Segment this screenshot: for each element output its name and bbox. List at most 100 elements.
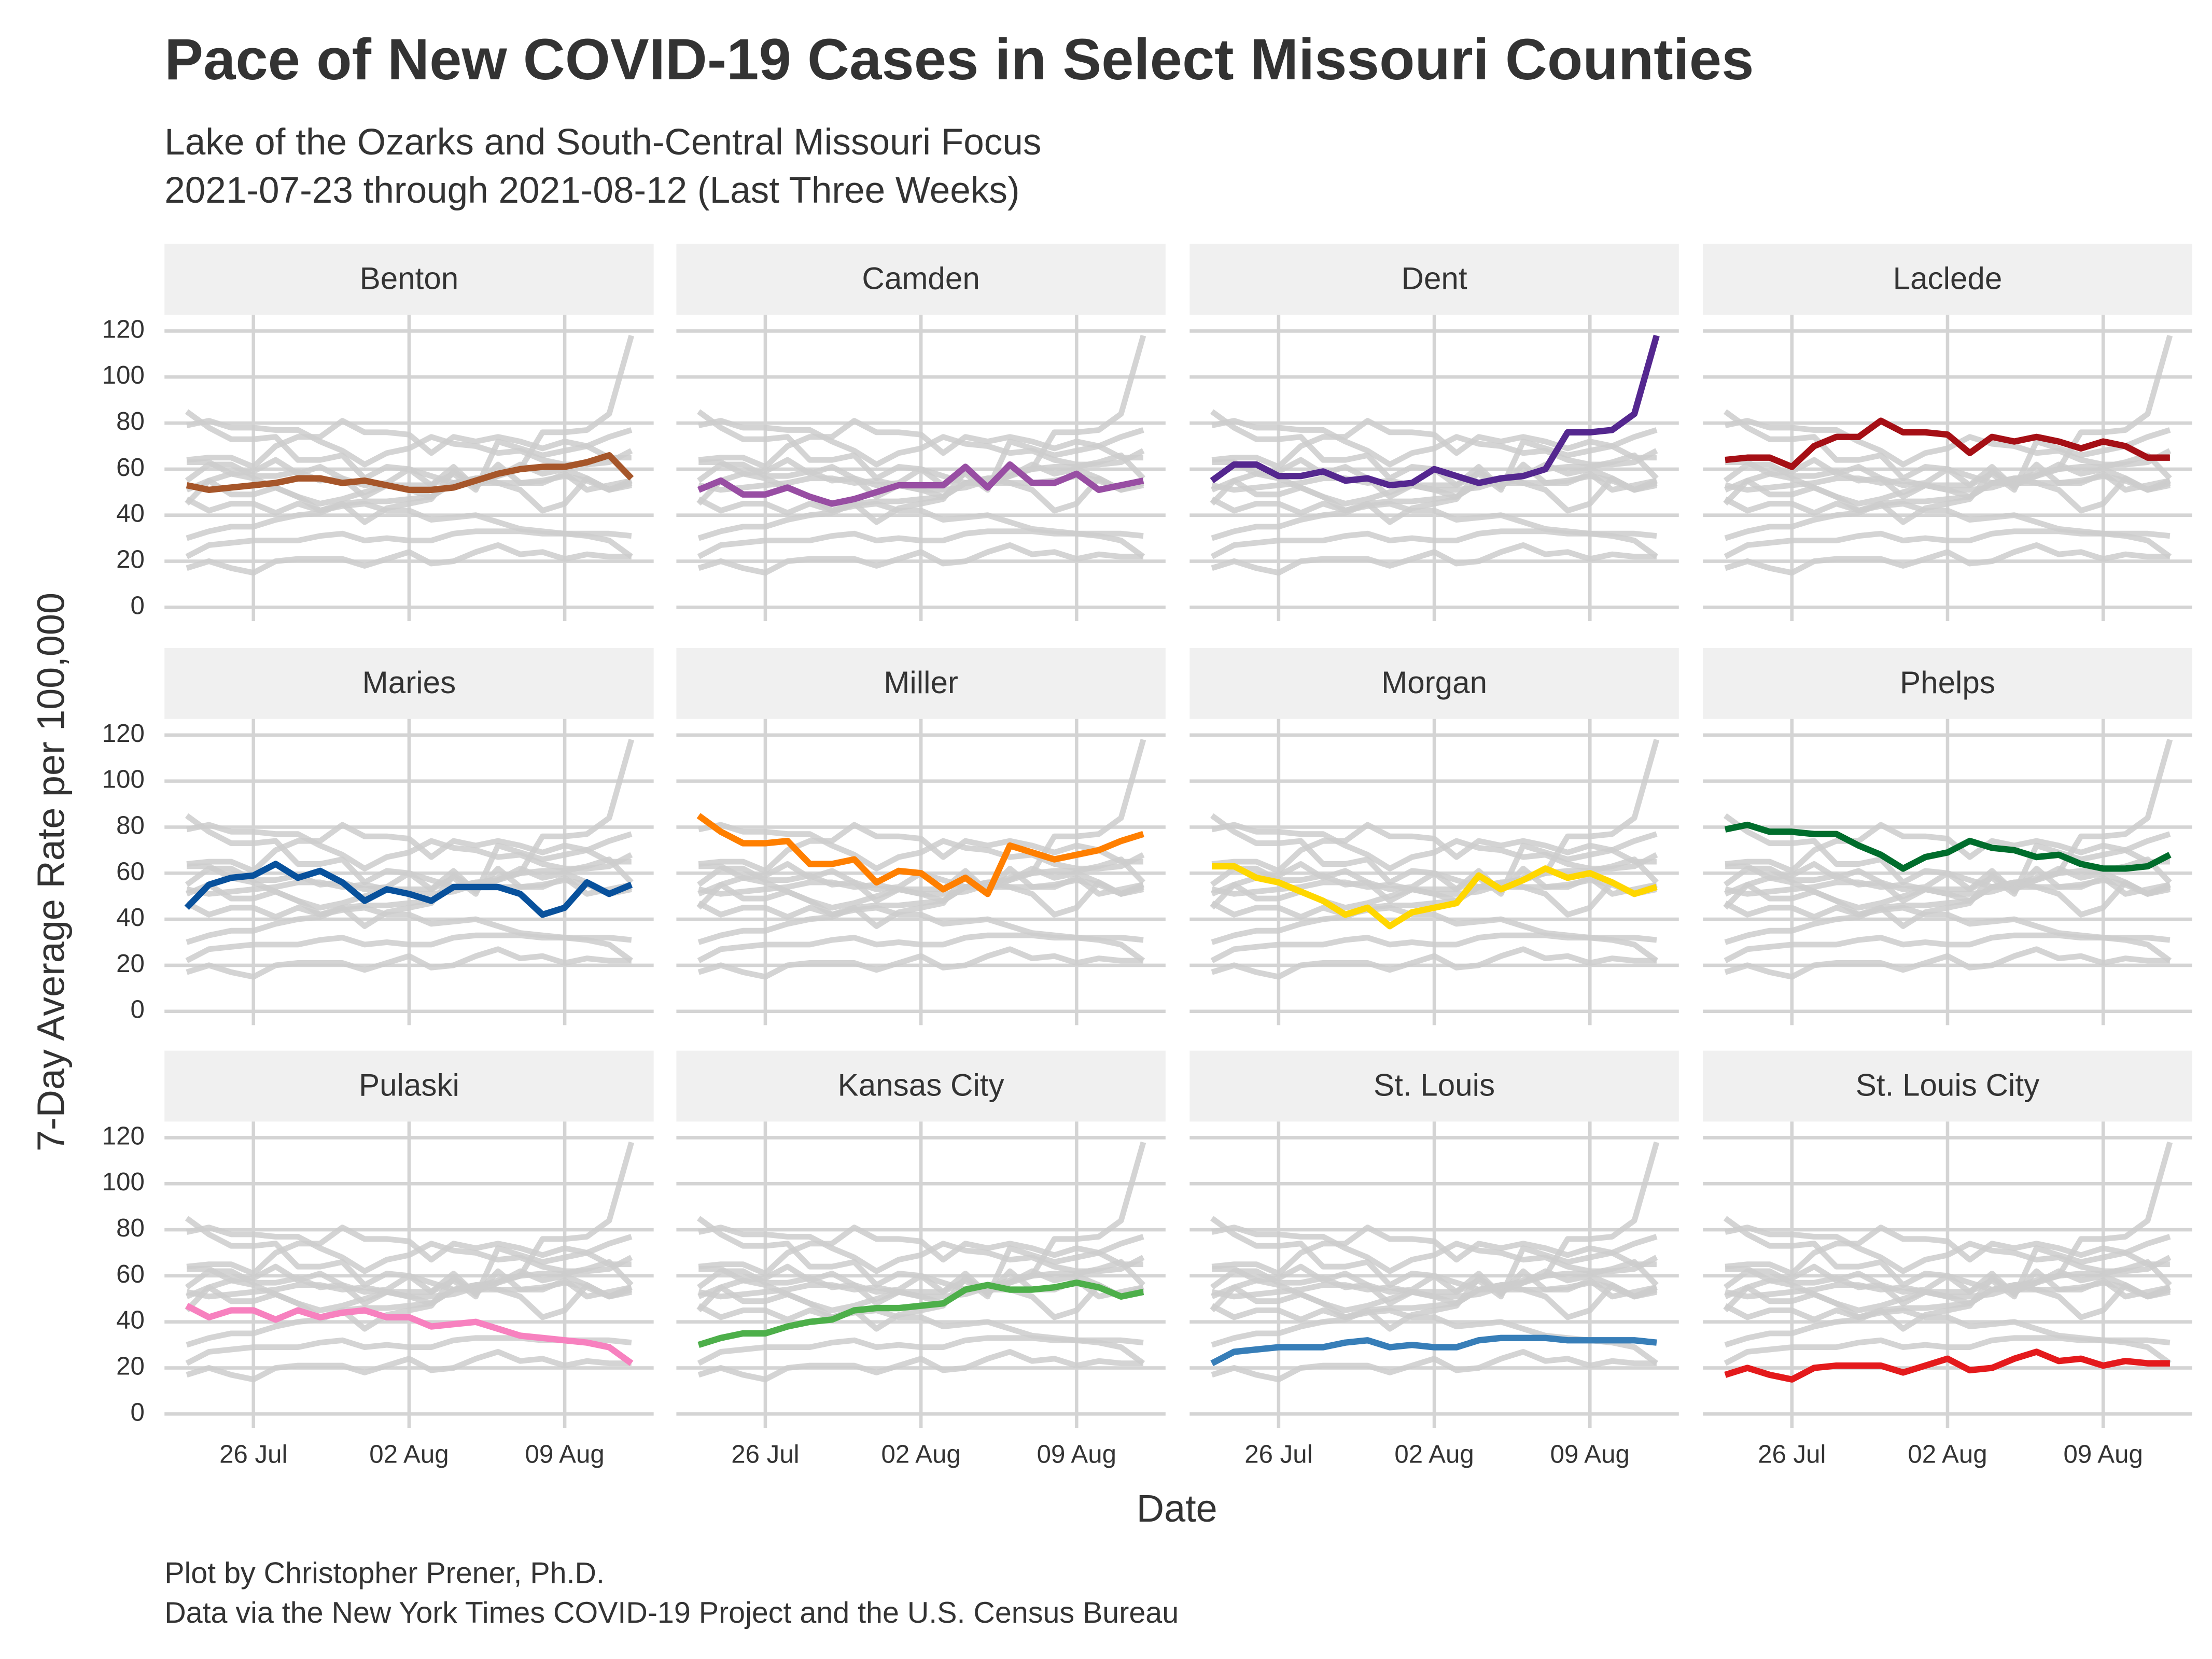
background-line bbox=[1725, 1225, 2172, 1274]
background-line bbox=[185, 1216, 633, 1300]
line bbox=[1210, 334, 1660, 489]
strip-label: Dent bbox=[1402, 261, 1467, 296]
line bbox=[1724, 1348, 2170, 1383]
background-line bbox=[697, 1348, 1143, 1383]
strip-label: Morgan bbox=[1381, 665, 1487, 700]
chart-subtitle: Lake of the Ozarks and South-Central Mis… bbox=[164, 122, 1041, 163]
background-line bbox=[186, 1225, 632, 1276]
background-line bbox=[698, 822, 1145, 871]
y-tick-label: 100 bbox=[102, 361, 145, 389]
y-tick-label: 60 bbox=[116, 857, 145, 885]
line bbox=[697, 1280, 1144, 1348]
background-line bbox=[186, 822, 632, 874]
background-line bbox=[1724, 946, 2170, 980]
background-line bbox=[696, 457, 1145, 514]
background-line bbox=[1725, 459, 2171, 525]
background-line bbox=[185, 409, 633, 493]
y-tick-label: 0 bbox=[131, 591, 145, 620]
background-line bbox=[698, 822, 1143, 874]
background-line bbox=[186, 473, 632, 541]
background-line bbox=[1723, 457, 2171, 514]
y-axis-title: 7-Day Average Rate per 100,000 bbox=[29, 593, 72, 1151]
background-line bbox=[1210, 457, 1658, 514]
background-line bbox=[697, 528, 1144, 559]
background-line bbox=[187, 1266, 633, 1332]
strip bbox=[1703, 244, 2192, 315]
x-tick-label: 09 Aug bbox=[2064, 1440, 2143, 1469]
background-line bbox=[187, 863, 633, 929]
y-tick-label: 40 bbox=[116, 499, 145, 528]
line bbox=[184, 861, 633, 918]
chart-subtitle: 2021-07-23 through 2021-08-12 (Last Thre… bbox=[164, 170, 1019, 211]
background-line bbox=[697, 877, 1144, 945]
strip bbox=[1703, 1050, 2192, 1122]
background-line bbox=[697, 1216, 1144, 1300]
line bbox=[697, 461, 1144, 507]
strip-label: Benton bbox=[360, 261, 459, 296]
background-line bbox=[1211, 1348, 1657, 1383]
y-tick-label: 120 bbox=[102, 719, 145, 748]
strip-label: Kansas City bbox=[838, 1068, 1004, 1103]
background-line bbox=[1211, 1280, 1658, 1348]
background-line bbox=[698, 1225, 1143, 1276]
background-line bbox=[1211, 946, 1657, 980]
background-line bbox=[1725, 1225, 2170, 1276]
background-line bbox=[1724, 877, 2171, 945]
strip bbox=[676, 648, 1166, 719]
background-line bbox=[1210, 528, 1657, 559]
background-line bbox=[1723, 1216, 2171, 1300]
y-tick-label: 20 bbox=[116, 949, 145, 978]
background-line bbox=[698, 418, 1143, 470]
background-line bbox=[1724, 1280, 2171, 1348]
strip bbox=[164, 648, 654, 719]
strip bbox=[164, 1050, 654, 1122]
y-tick-label: 100 bbox=[102, 1168, 145, 1196]
background-line bbox=[1211, 1225, 1658, 1274]
caption: Plot by Christopher Prener, Ph.D. bbox=[164, 1557, 605, 1590]
background-line bbox=[1211, 473, 1658, 541]
x-tick-label: 26 Jul bbox=[219, 1440, 287, 1469]
y-tick-label: 120 bbox=[102, 315, 145, 343]
background-line bbox=[186, 1348, 632, 1383]
background-line bbox=[186, 542, 632, 576]
background-line bbox=[186, 1280, 632, 1348]
background-line bbox=[1210, 813, 1658, 897]
x-tick-label: 02 Aug bbox=[1908, 1440, 1987, 1469]
background-line bbox=[696, 861, 1145, 918]
strip bbox=[1189, 244, 1679, 315]
line bbox=[1725, 417, 2170, 470]
background-line bbox=[1724, 542, 2170, 576]
background-line bbox=[1210, 861, 1658, 918]
background-line bbox=[185, 1263, 633, 1320]
background-line bbox=[698, 418, 1145, 468]
background-line bbox=[1723, 861, 2171, 918]
background-line bbox=[1724, 528, 2171, 559]
background-line bbox=[185, 528, 632, 559]
background-line bbox=[698, 459, 1144, 525]
background-line bbox=[1211, 877, 1658, 945]
background-line bbox=[186, 418, 633, 468]
background-line bbox=[1211, 822, 1657, 874]
strip bbox=[1189, 648, 1679, 719]
background-line bbox=[186, 822, 633, 871]
background-line bbox=[697, 542, 1143, 576]
strip-label: St. Louis City bbox=[1856, 1068, 2039, 1103]
strip-label: Camden bbox=[862, 261, 979, 296]
x-tick-label: 26 Jul bbox=[1244, 1440, 1312, 1469]
background-line bbox=[1725, 822, 2170, 874]
y-tick-label: 0 bbox=[131, 995, 145, 1024]
background-line bbox=[1725, 1266, 2171, 1332]
background-line bbox=[186, 946, 632, 980]
x-tick-label: 02 Aug bbox=[881, 1440, 960, 1469]
line bbox=[1724, 821, 2172, 872]
background-line bbox=[1723, 409, 2171, 493]
strip-label: St. Louis bbox=[1374, 1068, 1495, 1103]
background-line bbox=[697, 1335, 1144, 1366]
strip-label: Laclede bbox=[1893, 261, 2003, 296]
caption: Data via the New York Times COVID-19 Pro… bbox=[164, 1596, 1179, 1629]
background-line bbox=[1210, 1216, 1658, 1300]
background-line bbox=[1725, 863, 2171, 929]
y-tick-label: 40 bbox=[116, 903, 145, 932]
